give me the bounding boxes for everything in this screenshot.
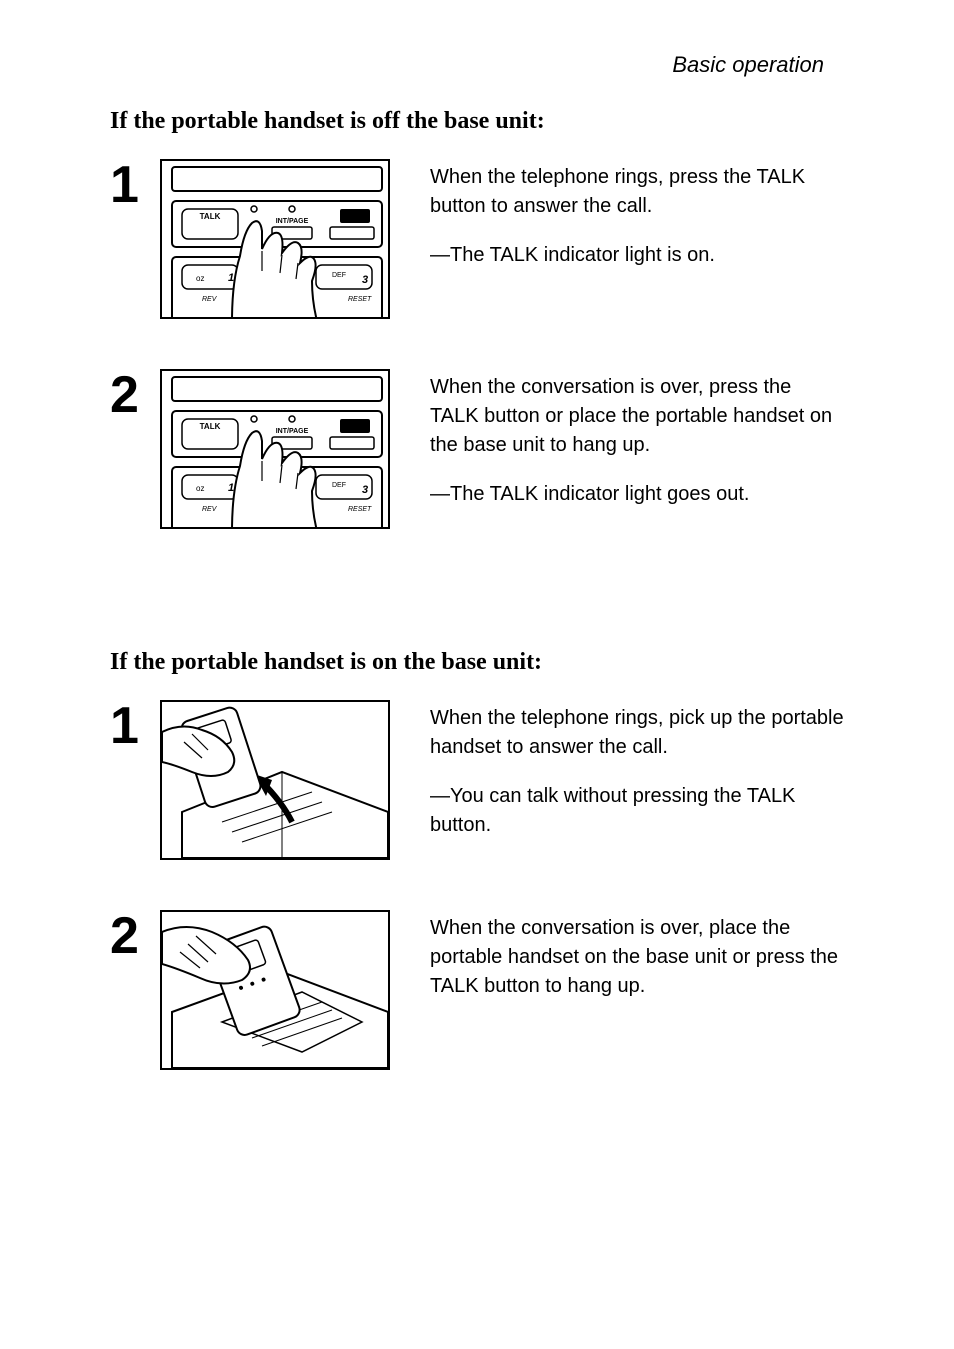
svg-text:TALK: TALK xyxy=(200,212,221,221)
svg-text:oz: oz xyxy=(196,274,204,283)
svg-text:DEF: DEF xyxy=(332,482,346,489)
step-number: 2 xyxy=(110,369,160,421)
illustration-keypad-press: TALK INT/PAGE oz 1 DEF 3 REV RESET xyxy=(160,369,390,529)
svg-text:REV: REV xyxy=(202,296,218,303)
svg-text:DEF: DEF xyxy=(332,272,346,279)
svg-text:RESET: RESET xyxy=(348,506,372,513)
step-number: 1 xyxy=(110,700,160,752)
svg-text:TALK: TALK xyxy=(200,422,221,431)
step-text: When the conversation is over, press the… xyxy=(430,369,844,529)
svg-text:REV: REV xyxy=(202,506,218,513)
step-number: 2 xyxy=(110,910,160,962)
step-paragraph: When the telephone rings, pick up the po… xyxy=(430,704,844,762)
illustration-pickup-handset xyxy=(160,700,390,860)
step-paragraph: When the conversation is over, press the… xyxy=(430,373,844,460)
step-text: When the telephone rings, press the TALK… xyxy=(430,159,844,290)
step-row: 1 TALK INT/PAGE oz 1 DEF 3 REV RESET xyxy=(110,159,844,319)
step-row: 2 TALK INT/PAGE oz1 DEF3 REV RESET W xyxy=(110,369,844,529)
page-header: Basic operation xyxy=(110,52,844,78)
step-row: 1 When the telephone rings, pick up the … xyxy=(110,700,844,860)
svg-text:INT/PAGE: INT/PAGE xyxy=(276,428,309,435)
illustration-place-handset xyxy=(160,910,390,1070)
step-note: —The TALK indicator light goes out. xyxy=(430,480,844,509)
step-paragraph: When the conversation is over, place the… xyxy=(430,914,844,1001)
step-note: —You can talk without pressing the TALK … xyxy=(430,782,844,840)
header-text: Basic operation xyxy=(672,52,824,77)
svg-text:1: 1 xyxy=(228,482,234,494)
step-row: 2 When the conversation is over, place t… xyxy=(110,910,844,1070)
step-paragraph: When the telephone rings, press the TALK… xyxy=(430,163,844,221)
svg-text:3: 3 xyxy=(362,484,368,496)
svg-text:oz: oz xyxy=(196,484,204,493)
step-text: When the conversation is over, place the… xyxy=(430,910,844,1021)
svg-text:RESET: RESET xyxy=(348,296,372,303)
svg-text:3: 3 xyxy=(362,274,368,286)
section-title-on-base: If the portable handset is on the base u… xyxy=(110,649,844,676)
section-title-off-base: If the portable handset is off the base … xyxy=(110,108,844,135)
step-text: When the telephone rings, pick up the po… xyxy=(430,700,844,860)
illustration-keypad-press: TALK INT/PAGE oz 1 DEF 3 REV RESET xyxy=(160,159,390,319)
step-note: —The TALK indicator light is on. xyxy=(430,241,844,270)
svg-text:INT/PAGE: INT/PAGE xyxy=(276,218,309,225)
step-number: 1 xyxy=(110,159,160,211)
svg-text:1: 1 xyxy=(228,272,234,284)
